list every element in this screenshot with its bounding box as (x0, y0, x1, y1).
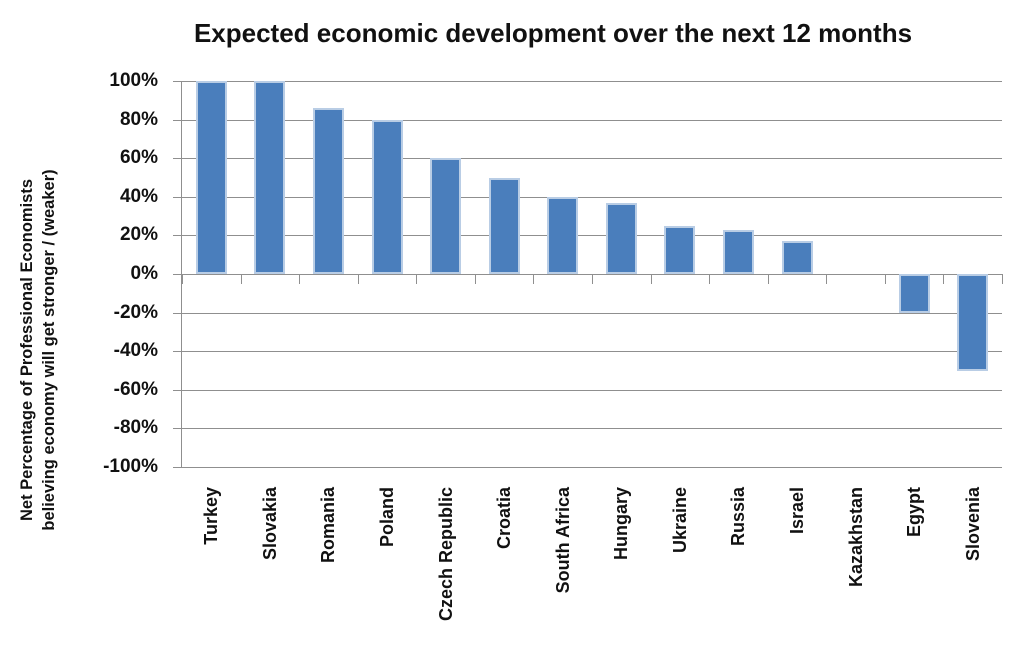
x-axis-tick (943, 274, 945, 284)
y-axis-tick (173, 389, 182, 391)
x-category-label: Czech Republic (435, 487, 456, 622)
gridline (182, 158, 1002, 160)
chart-title: Expected economic development over the n… (193, 18, 913, 48)
bar-ukraine (664, 225, 696, 274)
bar-hungary (605, 202, 637, 274)
bar-slovakia (254, 81, 286, 274)
x-axis-tick (357, 274, 359, 284)
y-tick-label: -60% (113, 378, 158, 400)
gridline (182, 119, 1002, 121)
y-tick-label: 80% (119, 108, 158, 130)
x-axis-tick (416, 274, 418, 284)
x-category-label: Kazakhstan (845, 487, 866, 588)
y-tick-label: 60% (119, 147, 158, 169)
y-axis-tick (173, 235, 182, 237)
bar-croatia (488, 177, 520, 274)
y-axis-tick (173, 274, 182, 275)
x-axis-tick (884, 274, 886, 284)
x-category-label: Turkey (201, 487, 222, 545)
gridline (182, 81, 1002, 82)
x-category-label: Croatia (494, 487, 515, 550)
bar-south-africa (547, 196, 579, 274)
gridline (182, 428, 1002, 430)
x-category-label: Israel (787, 487, 807, 535)
y-axis-line (181, 81, 182, 468)
y-axis-tick (173, 158, 182, 160)
x-category-label: Russia (728, 487, 749, 547)
x-category-label: South Africa (552, 487, 573, 594)
x-axis-tick (240, 274, 242, 284)
x-axis-tick (182, 274, 183, 284)
x-axis-tick (592, 274, 593, 284)
y-axis-tick (173, 428, 182, 430)
x-axis-tick (767, 274, 769, 284)
bar-turkey (195, 81, 227, 274)
gridline (182, 312, 1002, 314)
x-axis-tick (299, 274, 301, 284)
x-category-label: Ukraine (669, 487, 690, 554)
y-tick-label: -20% (113, 301, 158, 323)
x-category-label: Egypt (904, 487, 925, 538)
bar-czech-republic (430, 158, 462, 274)
x-axis-tick (709, 274, 711, 284)
bar-egypt (898, 274, 930, 313)
x-axis-tick (533, 274, 535, 284)
y-tick-label: 20% (119, 224, 158, 246)
y-axis-tick (173, 196, 182, 198)
x-axis-tick (650, 274, 652, 284)
gridline (182, 467, 1002, 468)
y-tick-label: -40% (113, 340, 158, 362)
x-category-label: Poland (377, 487, 397, 548)
gridline (182, 351, 1002, 353)
x-axis-tick (826, 274, 828, 284)
x-category-label: Slovakia (259, 487, 280, 561)
y-tick-label: 100% (109, 70, 158, 91)
gridline (182, 235, 1002, 237)
bar-slovenia (957, 274, 989, 371)
y-tick-label: -80% (113, 417, 158, 439)
y-tick-label: -100% (103, 456, 158, 477)
bar-romania (312, 108, 344, 274)
gridline (182, 389, 1002, 391)
y-tick-label: 40% (119, 185, 158, 207)
gridline (182, 196, 1002, 198)
bar-russia (722, 229, 754, 274)
x-axis-tick (1002, 274, 1003, 284)
y-axis-tick (173, 467, 182, 468)
y-axis-tick (173, 81, 182, 82)
y-axis-tick (173, 119, 182, 121)
bar-israel (781, 241, 813, 274)
bar-poland (371, 119, 403, 274)
x-category-label: Hungary (611, 487, 632, 561)
y-tick-label: 0% (130, 263, 158, 284)
x-axis-tick (474, 274, 476, 284)
x-category-label: Romania (318, 487, 339, 564)
y-axis-tick (173, 351, 182, 353)
y-axis-tick (173, 312, 182, 314)
x-category-label: Slovenia (962, 487, 983, 562)
